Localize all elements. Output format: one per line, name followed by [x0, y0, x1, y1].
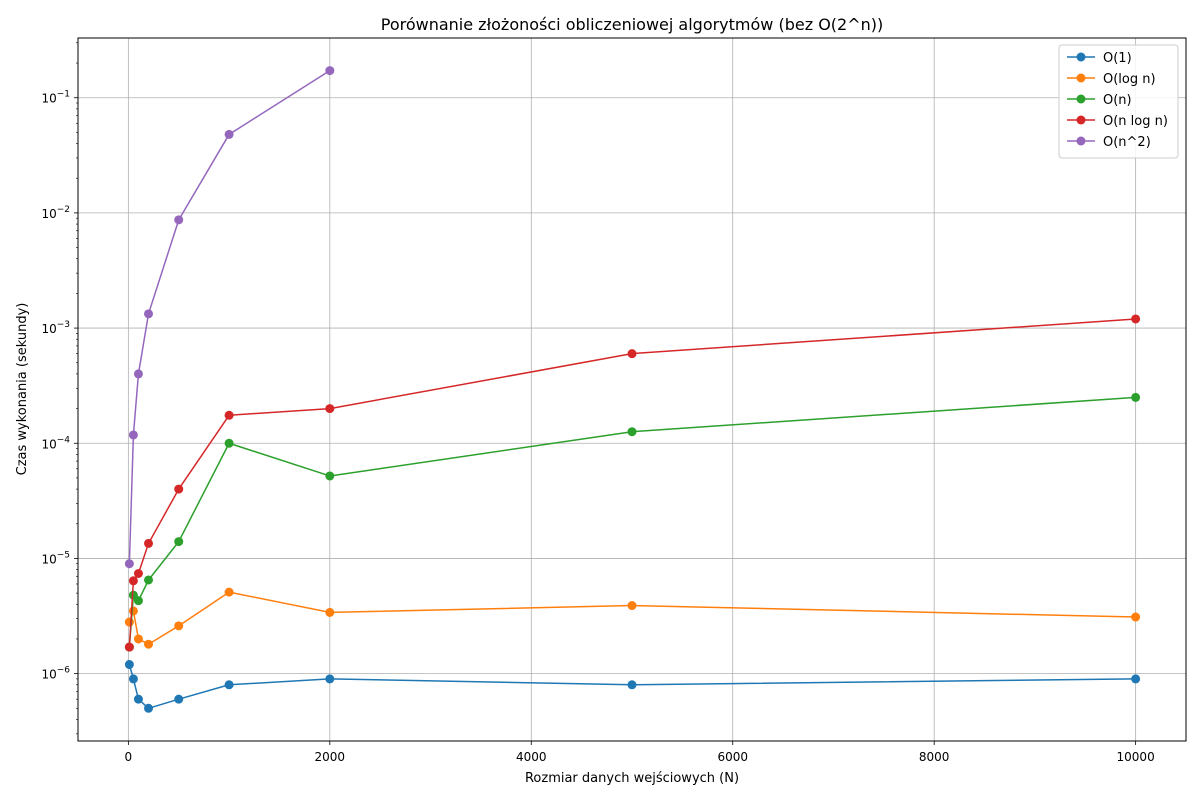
- legend-item: O(n): [1067, 93, 1132, 108]
- x-axis-label: Rozmiar danych wejściowych (N): [525, 771, 739, 786]
- data-point: [133, 596, 143, 606]
- y-tick-base: 10: [41, 92, 56, 106]
- y-tick-base: 10: [41, 207, 56, 221]
- y-tick-label: 10−6: [41, 666, 70, 682]
- y-tick-label: 10−2: [41, 205, 70, 221]
- legend-label: O(n log n): [1103, 114, 1168, 129]
- y-tick-label: 10−4: [41, 435, 70, 451]
- data-point: [128, 430, 138, 440]
- data-point: [124, 617, 134, 627]
- y-tick-label: 10−3: [41, 320, 70, 336]
- data-point: [325, 607, 335, 617]
- data-point: [325, 471, 335, 481]
- data-point: [144, 309, 154, 319]
- data-point: [133, 369, 143, 379]
- data-point: [1131, 612, 1141, 622]
- data-point: [124, 642, 134, 652]
- series-O(n log n): [124, 314, 1141, 652]
- data-point: [224, 129, 234, 139]
- legend-label: O(log n): [1103, 72, 1156, 87]
- data-point: [224, 587, 234, 597]
- legend-box: [1058, 44, 1179, 159]
- x-tick-label: 6000: [717, 750, 748, 764]
- data-point: [174, 484, 184, 494]
- legend-item: O(log n): [1067, 72, 1156, 87]
- data-point: [128, 606, 138, 616]
- data-point: [627, 427, 637, 437]
- data-point: [224, 680, 234, 690]
- data-point: [128, 674, 138, 684]
- data-point: [224, 410, 234, 420]
- y-tick-exponent: −2: [57, 205, 70, 215]
- legend: O(1) O(log n) O(n) O(n log n) O(n^2): [1058, 44, 1179, 159]
- legend-item: O(n^2): [1067, 135, 1151, 150]
- data-point: [124, 659, 134, 669]
- axis-ticks: 0 2000 4000 6000 8000 1000010−610−510−410−310…: [41, 42, 1155, 764]
- data-point: [174, 215, 184, 225]
- legend-marker: [1076, 73, 1086, 83]
- legend-marker: [1076, 136, 1086, 146]
- series-O(1): [124, 659, 1141, 713]
- y-tick-base: 10: [41, 668, 56, 682]
- x-tick-label: 10000: [1117, 750, 1155, 764]
- legend-label: O(1): [1103, 51, 1132, 66]
- data-point: [1131, 674, 1141, 684]
- y-tick-base: 10: [41, 322, 56, 336]
- legend-marker: [1076, 115, 1086, 125]
- legend-item: O(1): [1067, 51, 1132, 66]
- series-O(n^2): [124, 66, 335, 569]
- y-axis-label: Czas wykonania (sekundy): [15, 303, 30, 476]
- y-tick-base: 10: [41, 552, 56, 566]
- data-point: [128, 576, 138, 586]
- data-point: [144, 703, 154, 713]
- y-tick-label: 10−5: [41, 550, 70, 566]
- data-point: [627, 601, 637, 611]
- y-tick-exponent: −6: [57, 666, 71, 676]
- data-point: [1131, 314, 1141, 324]
- data-point: [124, 559, 134, 569]
- data-point: [1131, 392, 1141, 402]
- data-point: [627, 349, 637, 359]
- x-tick-label: 0: [125, 750, 133, 764]
- y-tick-label: 10−1: [41, 90, 70, 106]
- data-point: [133, 568, 143, 578]
- data-point: [174, 537, 184, 547]
- plot-frame: [77, 37, 1187, 742]
- y-tick-exponent: −3: [57, 320, 70, 330]
- data-point: [174, 621, 184, 631]
- chart-title: Porównanie złożoności obliczeniowej algo…: [381, 15, 884, 34]
- legend-label: O(n^2): [1103, 135, 1151, 150]
- y-tick-exponent: −5: [57, 550, 70, 560]
- data-point: [133, 694, 143, 704]
- data-point: [144, 639, 154, 649]
- data-point: [325, 66, 335, 76]
- x-tick-label: 2000: [315, 750, 346, 764]
- plot-series: [124, 66, 1141, 713]
- legend-marker: [1076, 94, 1086, 104]
- data-point: [174, 694, 184, 704]
- y-tick-base: 10: [41, 437, 56, 451]
- data-point: [627, 680, 637, 690]
- data-point: [144, 575, 154, 585]
- data-point: [325, 674, 335, 684]
- data-point: [144, 538, 154, 548]
- legend-marker: [1076, 52, 1086, 62]
- x-tick-label: 8000: [919, 750, 950, 764]
- x-tick-label: 4000: [516, 750, 547, 764]
- data-point: [224, 438, 234, 448]
- data-point: [325, 404, 335, 414]
- legend-item: O(n log n): [1067, 114, 1168, 129]
- data-point: [133, 634, 143, 644]
- y-tick-exponent: −1: [57, 90, 70, 100]
- y-tick-exponent: −4: [57, 435, 71, 445]
- legend-label: O(n): [1103, 93, 1132, 108]
